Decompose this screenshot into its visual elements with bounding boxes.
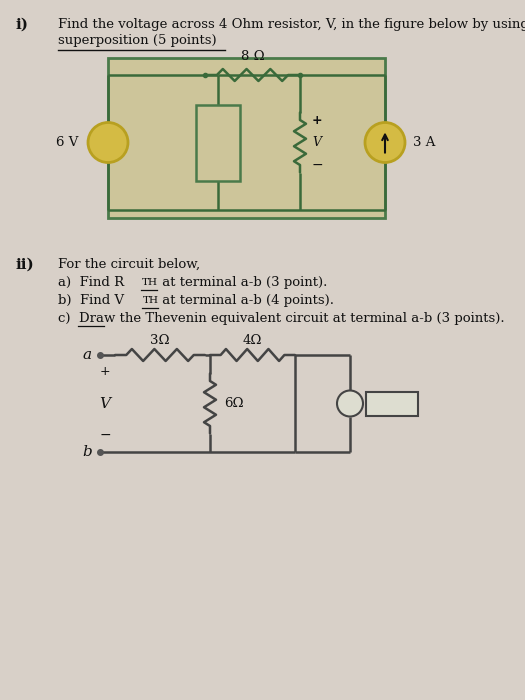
Bar (108, 58, 385, 218)
Text: 6 V: 6 V (56, 136, 78, 149)
Text: b)  Find V: b) Find V (58, 294, 124, 307)
Text: 3Ω: 3Ω (150, 333, 170, 346)
Text: at terminal a-b (4 points).: at terminal a-b (4 points). (158, 294, 334, 307)
Text: at terminal a-b (3 point).: at terminal a-b (3 point). (158, 276, 328, 289)
Text: 10: 10 (205, 136, 221, 149)
Text: +: + (312, 114, 323, 127)
Text: −: − (99, 428, 111, 442)
Text: i): i) (15, 18, 28, 32)
Text: 3 A: 3 A (413, 136, 435, 149)
Circle shape (365, 122, 405, 162)
Text: a: a (83, 348, 92, 362)
Text: −: − (312, 158, 323, 172)
Text: ii): ii) (15, 258, 34, 272)
Text: V: V (312, 136, 321, 149)
Text: +: + (345, 396, 354, 407)
Text: c)  Draw the Thevenin equivalent circuit at terminal a-b (3 points).: c) Draw the Thevenin equivalent circuit … (58, 312, 505, 325)
Bar (366, 391, 418, 416)
Text: V: V (100, 396, 110, 410)
Text: For the circuit below,: For the circuit below, (58, 258, 200, 271)
Text: 30 V: 30 V (376, 397, 407, 410)
Text: a)  Find R: a) Find R (58, 276, 124, 289)
Text: +: + (100, 365, 110, 378)
Text: +: + (103, 130, 113, 143)
Text: superposition (5 points): superposition (5 points) (58, 34, 217, 47)
Text: 6Ω: 6Ω (224, 397, 244, 410)
Text: −: − (102, 143, 114, 157)
Text: TH: TH (142, 278, 158, 287)
Bar (196, 104, 240, 181)
Circle shape (88, 122, 128, 162)
Text: 8 Ω: 8 Ω (240, 50, 264, 64)
Text: Ω: Ω (226, 136, 236, 149)
Text: Find the voltage across 4 Ohm resistor, V, in the figure below by using: Find the voltage across 4 Ohm resistor, … (58, 18, 525, 31)
Text: 4Ω: 4Ω (243, 333, 262, 346)
Circle shape (337, 391, 363, 416)
Text: b: b (82, 445, 92, 459)
Text: TH: TH (143, 296, 159, 305)
